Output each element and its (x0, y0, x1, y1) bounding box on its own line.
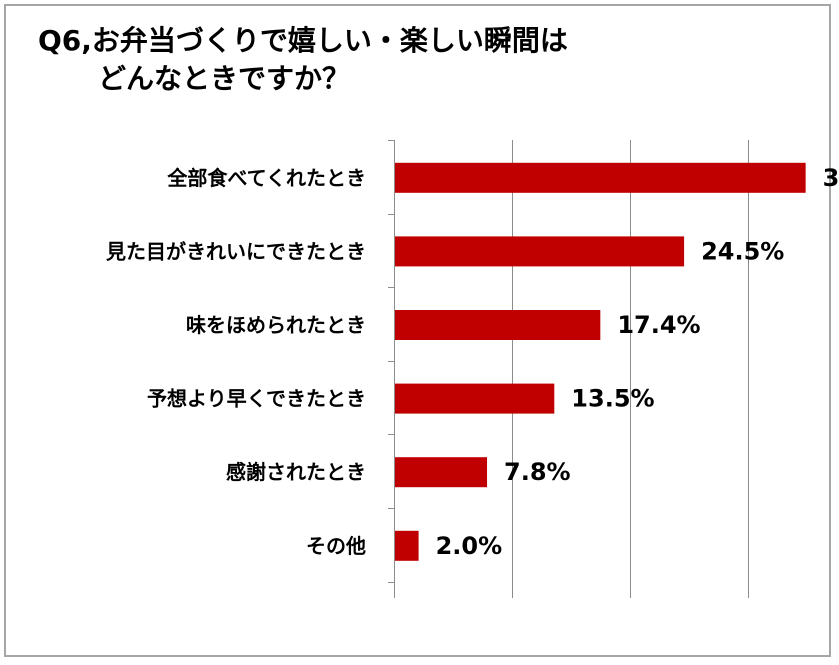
category-label: 見た目がきれいにできたとき (106, 239, 366, 263)
category-label: 予想より早くできたとき (147, 387, 366, 411)
category-label: その他 (306, 534, 366, 558)
value-label: 7.8% (504, 458, 571, 486)
value-label: 2.0% (436, 532, 503, 560)
chart-title: Q6,お弁当づくりで嬉しい・楽しい瞬間は どんなときですか？ (38, 22, 568, 98)
bar (395, 457, 488, 488)
bar (395, 383, 555, 414)
value-label: 24.5% (701, 237, 784, 265)
value-label: 34.8% (823, 164, 839, 192)
category-label: 感謝されたとき (226, 460, 366, 484)
bar (395, 236, 685, 267)
bar (395, 530, 419, 561)
category-labels: 全部食べてくれたとき見た目がきれいにできたとき味をほめられたとき予想より早くでき… (106, 166, 366, 558)
category-label: 味をほめられたとき (186, 313, 366, 337)
bars (395, 162, 806, 561)
bar (395, 310, 601, 340)
title-line-1: Q6,お弁当づくりで嬉しい・楽しい瞬間は (38, 24, 568, 57)
bar (395, 162, 806, 193)
title-line-2: どんなときですか？ (98, 62, 351, 95)
gridlines (388, 140, 749, 598)
value-label: 13.5% (571, 385, 654, 413)
category-label: 全部食べてくれたとき (166, 166, 366, 190)
value-label: 17.4% (617, 311, 700, 339)
value-labels: 34.8% 24.5% 17.4% 13.5% 7.8% 2.0% (436, 164, 839, 560)
